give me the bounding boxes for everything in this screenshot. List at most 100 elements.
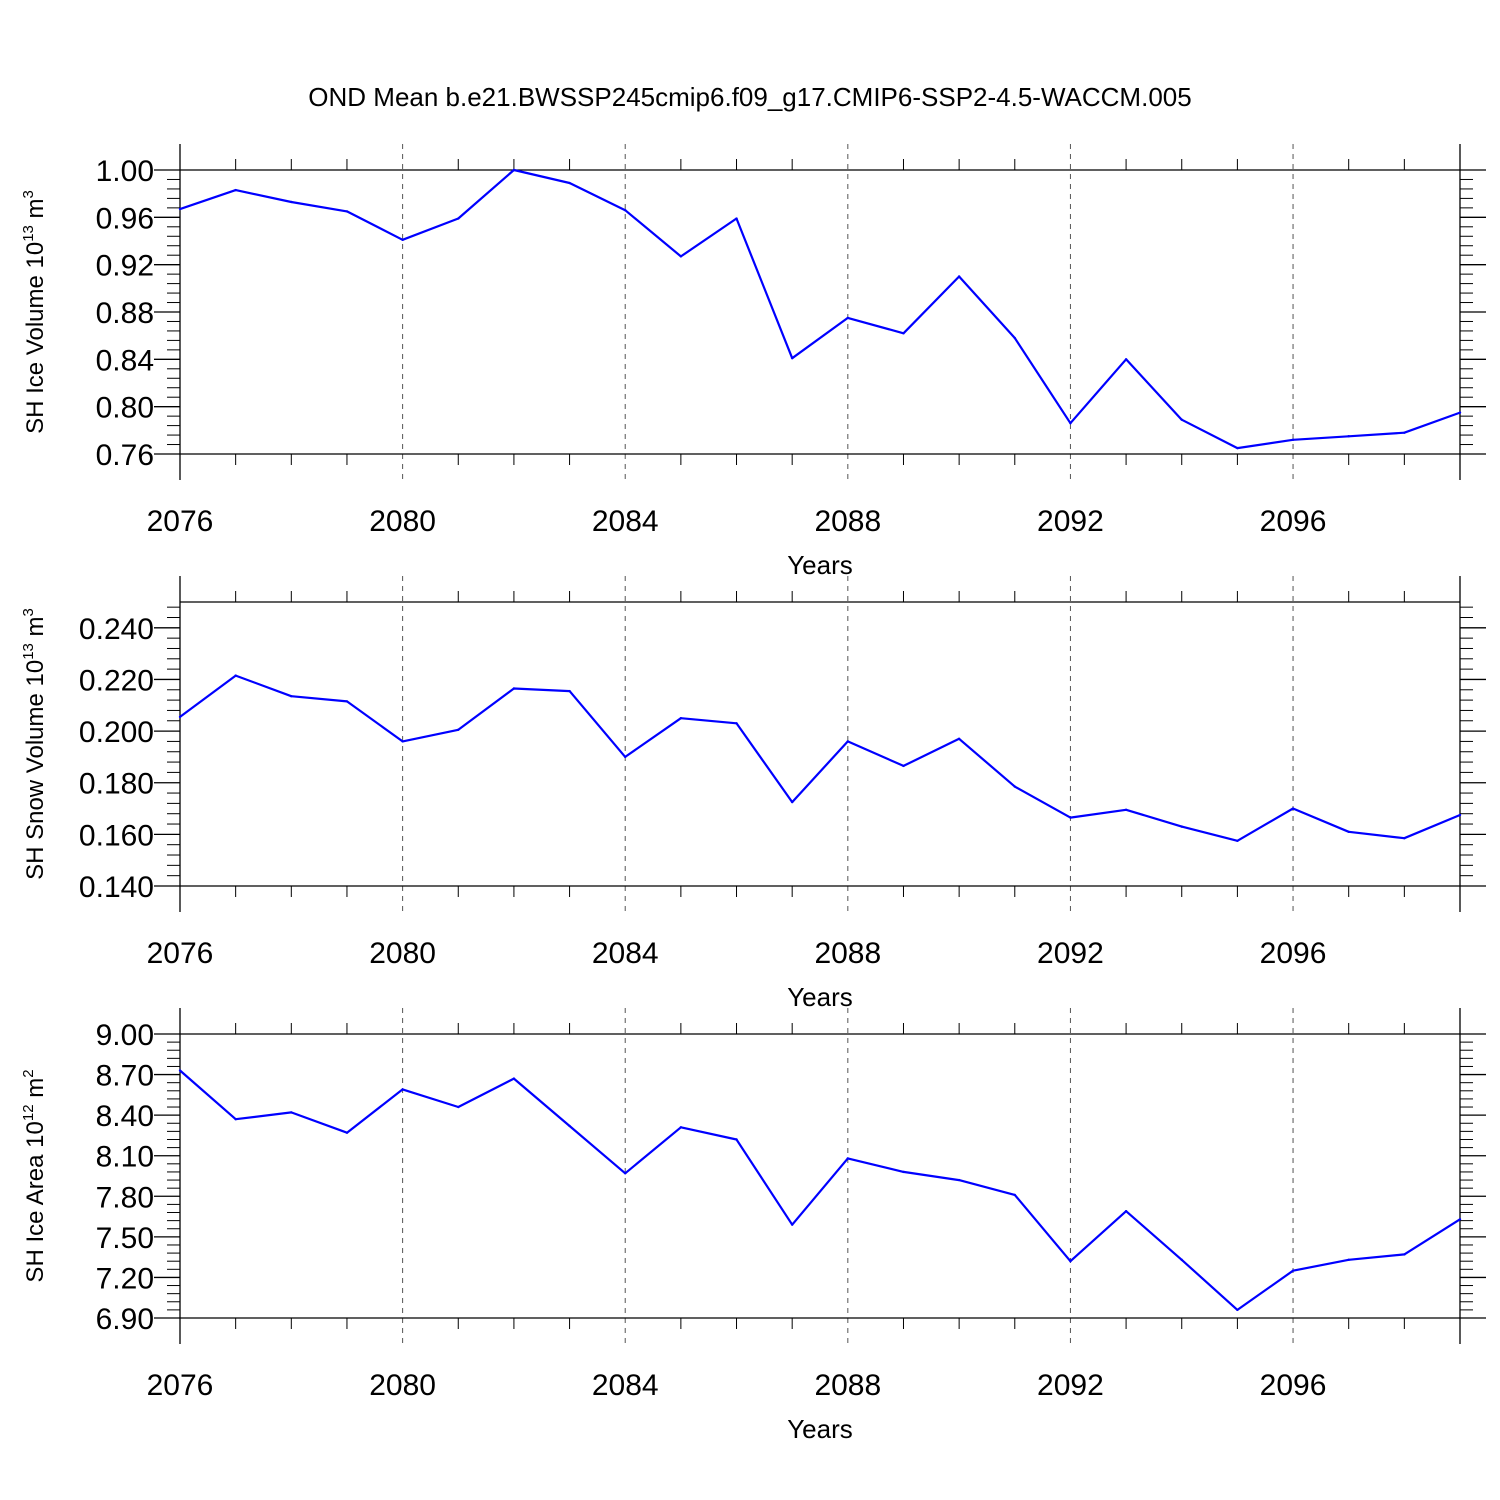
data-point xyxy=(345,210,349,213)
data-point xyxy=(902,1170,905,1174)
data-point xyxy=(902,764,905,768)
data-point xyxy=(1236,1308,1239,1312)
data-point xyxy=(957,737,961,741)
data-point xyxy=(1069,1260,1072,1263)
data-point xyxy=(345,700,349,703)
x-tick-label: 2084 xyxy=(592,1369,659,1402)
data-point xyxy=(401,740,404,743)
y-tick-label: 0.220 xyxy=(79,664,154,697)
y-tick-label: 0.88 xyxy=(96,297,154,330)
data-point xyxy=(401,238,404,242)
y-tick-label: 0.140 xyxy=(79,871,154,904)
data-point xyxy=(178,715,182,719)
x-tick-label: 2080 xyxy=(369,937,436,970)
data-point xyxy=(234,674,237,677)
data-point xyxy=(1458,813,1462,817)
series-line xyxy=(179,1069,1461,1312)
y-tick-label: 7.80 xyxy=(96,1181,154,1214)
x-tick-label: 2088 xyxy=(814,505,881,538)
y-tick-label: 7.20 xyxy=(96,1262,154,1295)
x-axis-label: Years xyxy=(787,1414,853,1444)
x-tick-label: 2084 xyxy=(592,937,659,970)
y-tick-label: 0.92 xyxy=(96,250,154,283)
y-axis-label: SH Ice Area 1012 m2 xyxy=(20,1069,49,1282)
data-point xyxy=(1403,431,1406,434)
data-point xyxy=(902,332,905,335)
x-axis-label: Years xyxy=(787,982,853,1012)
data-point xyxy=(512,168,516,172)
data-point xyxy=(1124,808,1128,812)
data-point xyxy=(957,275,961,278)
x-tick-label: 2092 xyxy=(1037,1369,1104,1402)
data-point xyxy=(1291,438,1295,441)
panel-3: 2076 2080 2084 2088 2092 2096 6.90 7.20 7.50 7.80… xyxy=(20,1008,1486,1444)
panel-2: 2076 2080 2084 2088 2092 2096 0.140 0.160 0.180 0… xyxy=(20,576,1486,1012)
data-point xyxy=(679,716,683,720)
y-tick-label: 0.80 xyxy=(96,392,154,425)
data-point xyxy=(457,217,460,220)
data-point xyxy=(846,740,850,743)
data-point xyxy=(1458,411,1462,414)
y-tick-label: 0.160 xyxy=(79,819,154,852)
x-tick-label: 2092 xyxy=(1037,505,1104,538)
data-point xyxy=(1124,358,1128,361)
x-tick-label: 2076 xyxy=(147,505,214,538)
data-point xyxy=(1291,807,1295,810)
data-point xyxy=(512,1077,516,1080)
data-point xyxy=(1403,837,1406,840)
data-point xyxy=(790,1223,794,1226)
y-tick-label: 0.240 xyxy=(79,613,154,646)
x-tick-label: 2096 xyxy=(1260,505,1327,538)
data-point xyxy=(1236,446,1239,450)
series-line xyxy=(179,674,1461,842)
y-tick-label: 0.76 xyxy=(96,439,154,472)
panel-1: 2076 2080 2084 2088 2092 2096 0.76 0.80 0.84 0.88… xyxy=(20,144,1486,580)
y-tick-label: 0.84 xyxy=(96,344,154,377)
data-point xyxy=(1013,1193,1016,1197)
data-point xyxy=(790,800,794,804)
data-point xyxy=(957,1178,961,1182)
data-point xyxy=(234,1118,237,1121)
data-point xyxy=(568,181,571,185)
data-point xyxy=(234,188,237,192)
data-point xyxy=(401,1088,404,1091)
data-point xyxy=(290,200,293,204)
x-tick-label: 2076 xyxy=(147,937,214,970)
data-point xyxy=(1291,1269,1295,1272)
y-tick-label: 0.200 xyxy=(79,716,154,749)
data-point xyxy=(846,316,850,320)
y-tick-label: 0.96 xyxy=(96,202,154,235)
data-point xyxy=(1180,1258,1183,1262)
y-tick-label: 8.70 xyxy=(96,1060,154,1093)
data-point xyxy=(1403,1253,1406,1256)
data-point xyxy=(679,255,683,258)
data-point xyxy=(290,1111,293,1114)
data-point xyxy=(1013,785,1016,788)
x-tick-label: 2084 xyxy=(592,505,659,538)
data-point xyxy=(1347,830,1350,833)
data-point xyxy=(1458,1218,1462,1221)
data-point xyxy=(1069,422,1072,425)
x-tick-label: 2088 xyxy=(814,937,881,970)
y-tick-label: 8.40 xyxy=(96,1100,154,1133)
data-point xyxy=(1013,336,1016,340)
y-tick-label: 6.90 xyxy=(96,1303,154,1336)
data-point xyxy=(624,209,627,212)
data-point xyxy=(178,1069,182,1072)
data-point xyxy=(457,728,460,731)
data-point xyxy=(1347,1258,1350,1262)
x-axis-label: Years xyxy=(787,550,853,580)
data-point xyxy=(1236,839,1239,843)
data-point xyxy=(1347,435,1350,438)
x-tick-label: 2080 xyxy=(369,1369,436,1402)
x-tick-label: 2096 xyxy=(1260,937,1327,970)
x-tick-label: 2092 xyxy=(1037,937,1104,970)
x-tick-label: 2088 xyxy=(814,1369,881,1402)
data-point xyxy=(624,1172,627,1175)
data-point xyxy=(1124,1209,1128,1213)
data-point xyxy=(290,695,293,698)
x-tick-label: 2096 xyxy=(1260,1369,1327,1402)
x-tick-label: 2080 xyxy=(369,505,436,538)
